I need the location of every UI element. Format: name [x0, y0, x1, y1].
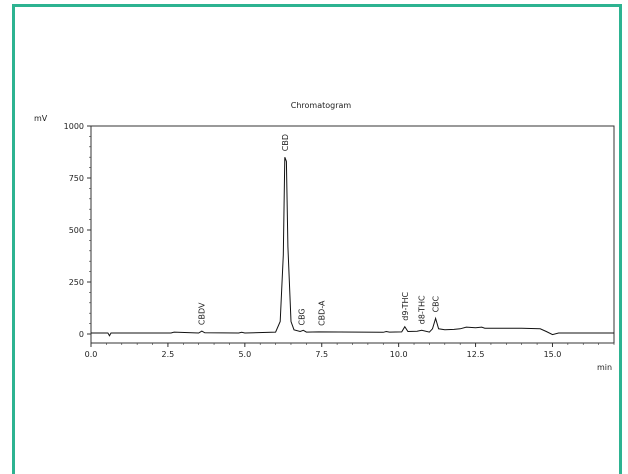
y-tick-label: 0 [79, 330, 84, 339]
plot-area-frame [90, 125, 615, 344]
chromatogram-chart: Chromatogram mV min 0.0 2.5 5.0 7.5 10.0 12.5… [34, 101, 615, 372]
chromatogram-trace [91, 157, 614, 337]
peak-label-cbd-a: CBD-A [318, 300, 327, 326]
x-tick-label: 2.5 [162, 350, 175, 359]
y-tick-label: 1000 [64, 122, 84, 131]
peak-label-cbg: CBG [298, 308, 307, 325]
x-tick-label: 0.0 [85, 350, 98, 359]
y-tick-label: 250 [69, 278, 84, 287]
y-axis-unit: mV [34, 114, 48, 123]
peak-label-d8-thc: d8-THC [418, 295, 427, 324]
chart-title: Chromatogram [291, 101, 352, 110]
peak-label-d9-thc: d9-THC [401, 291, 410, 320]
x-tick-label: 12.5 [467, 350, 485, 359]
peak-label-cbdv: CBDV [198, 302, 207, 325]
peak-label-cbc: CBC [432, 295, 441, 312]
x-tick-label: 10.0 [390, 350, 408, 359]
x-tick-label: 7.5 [315, 350, 328, 359]
y-tick-label: 500 [69, 226, 84, 235]
peak-label-cbd: CBD [281, 134, 290, 151]
x-tick-label: 5.0 [238, 350, 251, 359]
x-tick-label: 15.0 [544, 350, 562, 359]
chart-frame [12, 4, 622, 474]
y-tick-label: 750 [69, 174, 84, 183]
x-axis-unit: min [597, 363, 612, 372]
